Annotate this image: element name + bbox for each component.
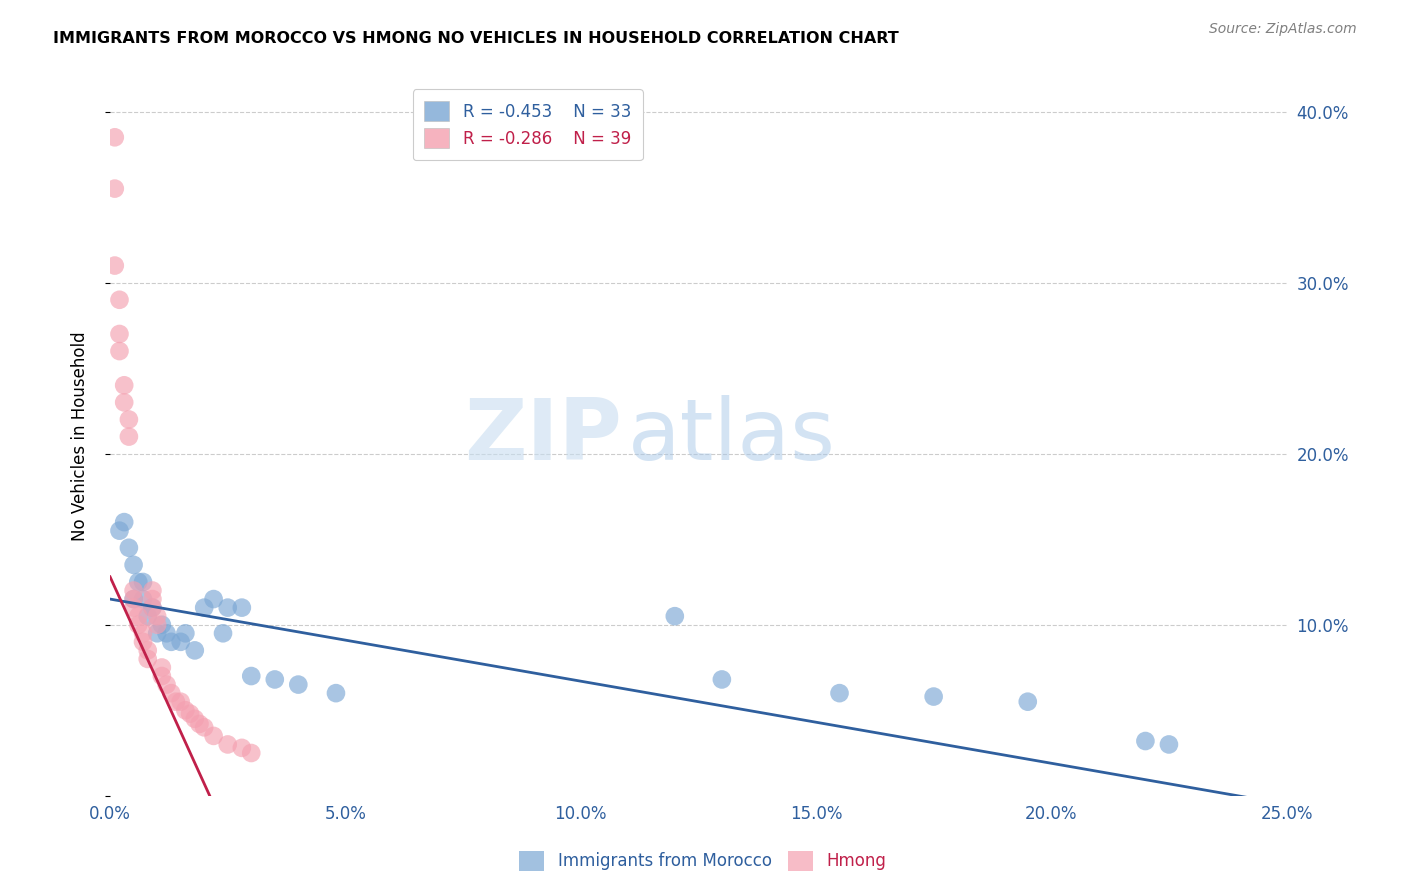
Text: atlas: atlas <box>627 395 835 478</box>
Point <box>104 130 127 145</box>
Point <box>188 717 211 731</box>
Point <box>217 600 239 615</box>
Point <box>1135 734 1157 748</box>
Point <box>184 643 207 657</box>
Point <box>710 673 733 687</box>
Text: IMMIGRANTS FROM MOROCCO VS HMONG NO VEHICLES IN HOUSEHOLD CORRELATION CHART: IMMIGRANTS FROM MOROCCO VS HMONG NO VEHI… <box>53 31 900 46</box>
Point <box>108 344 131 359</box>
Point <box>132 574 155 589</box>
Point <box>127 574 149 589</box>
Point <box>122 592 145 607</box>
Point <box>127 617 149 632</box>
Point <box>155 677 177 691</box>
Point <box>104 259 127 273</box>
Point <box>174 626 197 640</box>
Point <box>104 181 127 195</box>
Point <box>828 686 851 700</box>
Point <box>325 686 347 700</box>
Point <box>231 740 253 755</box>
Point <box>169 635 191 649</box>
Point <box>118 541 141 555</box>
Point <box>922 690 945 704</box>
Point <box>231 600 253 615</box>
Point <box>160 635 183 649</box>
Point <box>212 626 235 640</box>
Text: ZIP: ZIP <box>464 395 621 478</box>
Point <box>146 617 169 632</box>
Point <box>1017 695 1039 709</box>
Point <box>146 626 169 640</box>
Point <box>240 746 263 760</box>
Point <box>174 703 197 717</box>
Point <box>146 609 169 624</box>
Text: Source: ZipAtlas.com: Source: ZipAtlas.com <box>1209 22 1357 37</box>
Point <box>184 712 207 726</box>
Point <box>112 378 135 392</box>
Point <box>122 558 145 572</box>
Point <box>136 643 159 657</box>
Point <box>136 652 159 666</box>
Point <box>132 626 155 640</box>
Point <box>155 626 177 640</box>
Legend: Immigrants from Morocco, Hmong: Immigrants from Morocco, Hmong <box>510 842 896 880</box>
Point <box>169 695 191 709</box>
Point <box>150 669 173 683</box>
Point <box>132 635 155 649</box>
Point <box>132 592 155 607</box>
Point <box>141 600 163 615</box>
Point <box>664 609 686 624</box>
Point <box>122 600 145 615</box>
Point <box>202 592 225 607</box>
Point <box>112 395 135 409</box>
Point <box>122 592 145 607</box>
Point <box>122 583 145 598</box>
Point <box>1157 738 1180 752</box>
Y-axis label: No Vehicles in Household: No Vehicles in Household <box>72 332 89 541</box>
Point <box>118 412 141 426</box>
Point <box>112 515 135 529</box>
Point <box>108 524 131 538</box>
Point <box>141 583 163 598</box>
Point <box>240 669 263 683</box>
Point <box>160 686 183 700</box>
Point <box>141 600 163 615</box>
Point <box>193 720 215 734</box>
Point <box>217 738 239 752</box>
Point <box>108 293 131 307</box>
Legend: R = -0.453    N = 33, R = -0.286    N = 39: R = -0.453 N = 33, R = -0.286 N = 39 <box>413 89 643 160</box>
Point <box>136 609 159 624</box>
Point <box>108 326 131 341</box>
Point <box>141 592 163 607</box>
Point <box>263 673 285 687</box>
Point <box>202 729 225 743</box>
Point <box>150 660 173 674</box>
Point <box>118 429 141 443</box>
Point <box>193 600 215 615</box>
Point <box>179 706 201 721</box>
Point <box>150 617 173 632</box>
Point <box>287 677 309 691</box>
Point <box>127 609 149 624</box>
Point <box>165 695 187 709</box>
